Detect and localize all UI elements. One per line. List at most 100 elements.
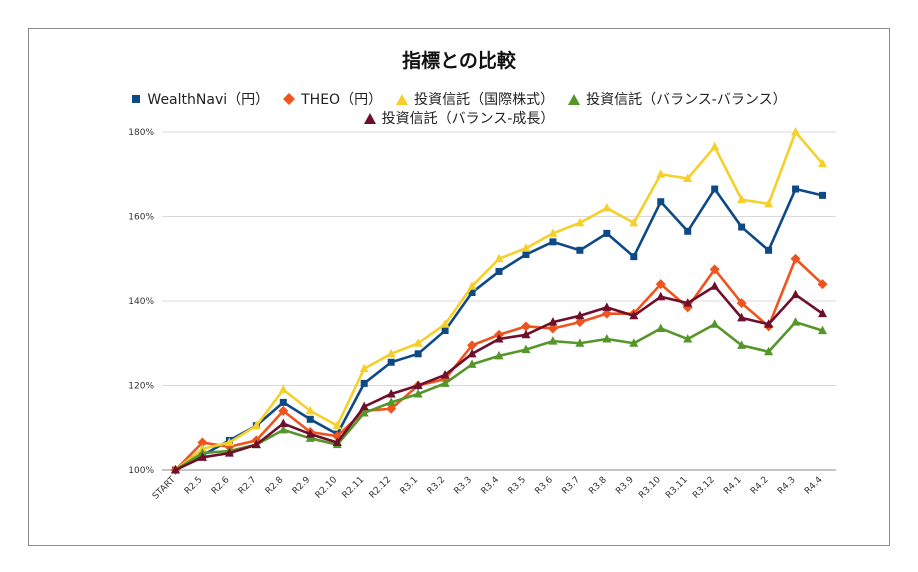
data-point [278,424,288,434]
x-tick-label: R3.4 [479,475,501,497]
data-point [764,346,774,356]
data-point [764,319,774,328]
x-tick-label: R4.4 [803,475,825,497]
data-point [575,217,585,227]
series-line [174,284,824,472]
chart-title: 指標との比較 [402,50,516,72]
x-tick-label: R2.5 [183,475,205,497]
data-point [630,253,638,261]
x-tick-label: R3.12 [691,475,717,501]
data-point [467,359,477,368]
data-point [575,338,585,347]
data-point [279,398,287,406]
data-point [386,397,396,406]
data-point [413,388,423,398]
data-point [170,465,180,474]
data-point [684,227,692,235]
data-point [494,253,504,263]
legend-label: WealthNavi（円） [147,92,270,108]
data-point [765,246,773,254]
data-point [792,185,800,193]
x-tick-label: R3.3 [453,475,475,497]
data-point [764,198,774,208]
data-point [710,281,720,290]
data-point [710,141,720,151]
legend-item-intl-stock[interactable]: 投資信託（国際株式） [396,89,554,109]
legend-triangle-marker [363,112,376,124]
data-point [224,437,234,447]
data-point [521,329,531,339]
data-point [251,439,261,449]
data-point [574,317,585,328]
data-point [359,401,369,411]
data-point [440,369,450,379]
data-point [386,403,397,414]
data-point [197,452,207,461]
x-tick-label: R3.11 [664,475,690,501]
data-point [575,310,585,320]
data-point [359,407,369,417]
legend-label: 投資信託（バランス-バランス） [586,92,787,108]
data-point [305,405,315,415]
data-point [683,298,693,307]
data-point [467,281,477,290]
x-tick-label: R2.10 [314,475,340,501]
data-point [683,334,693,343]
y-tick-label: 140% [128,297,154,307]
data-point [522,251,530,259]
data-point [601,308,612,319]
data-point [468,289,476,297]
data-point [414,350,422,358]
data-point [441,327,449,335]
data-point [305,429,315,438]
x-tick-label: START [151,475,178,502]
data-point [656,323,666,332]
data-point [738,223,746,231]
data-point [467,340,478,351]
x-tick-label: R3.5 [506,475,528,497]
chart-frame [28,28,890,546]
legend-item-balance-growth[interactable]: 投資信託（バランス-成長） [363,108,554,128]
data-point [737,194,747,204]
data-point [413,338,423,347]
x-tick-label: R4.1 [722,475,744,497]
data-point [224,448,234,457]
x-tick-label: R2.7 [237,475,259,497]
data-point [387,358,395,366]
x-tick-label: R3.6 [533,475,555,497]
series-line [174,257,824,471]
data-point [547,323,558,334]
data-point [629,217,639,227]
data-point [656,291,666,301]
legend-label: THEO（円） [301,92,383,108]
data-point [709,264,720,275]
legend-item-theo[interactable]: THEO（円） [283,89,382,109]
data-point [278,384,288,394]
y-tick-label: 100% [128,466,154,476]
data-point [790,253,801,264]
data-point [386,348,396,358]
data-point [655,279,666,290]
y-tick-label: 120% [128,382,154,392]
data-point [818,308,828,318]
series-line [174,187,823,472]
data-point [711,185,719,193]
legend-diamond-marker [283,93,296,105]
x-tick-label: R2.8 [264,475,286,497]
y-tick-label: 180% [128,128,154,138]
legend-item-wealthnavi[interactable]: WealthNavi（円） [131,89,269,109]
data-point [521,344,531,354]
data-point [494,350,504,360]
data-point [495,267,503,275]
data-point [791,127,801,136]
data-point [656,169,666,178]
legend-triangle-marker [568,93,581,105]
data-point [494,334,504,343]
x-tick-label: R3.2 [426,475,448,497]
legend-item-balance-balance[interactable]: 投資信託（バランス-バランス） [568,89,787,109]
data-point [603,229,611,237]
y-tick-label: 160% [128,213,154,223]
data-point [657,198,665,206]
data-point [548,317,558,326]
x-tick-label: R2.6 [210,475,232,497]
